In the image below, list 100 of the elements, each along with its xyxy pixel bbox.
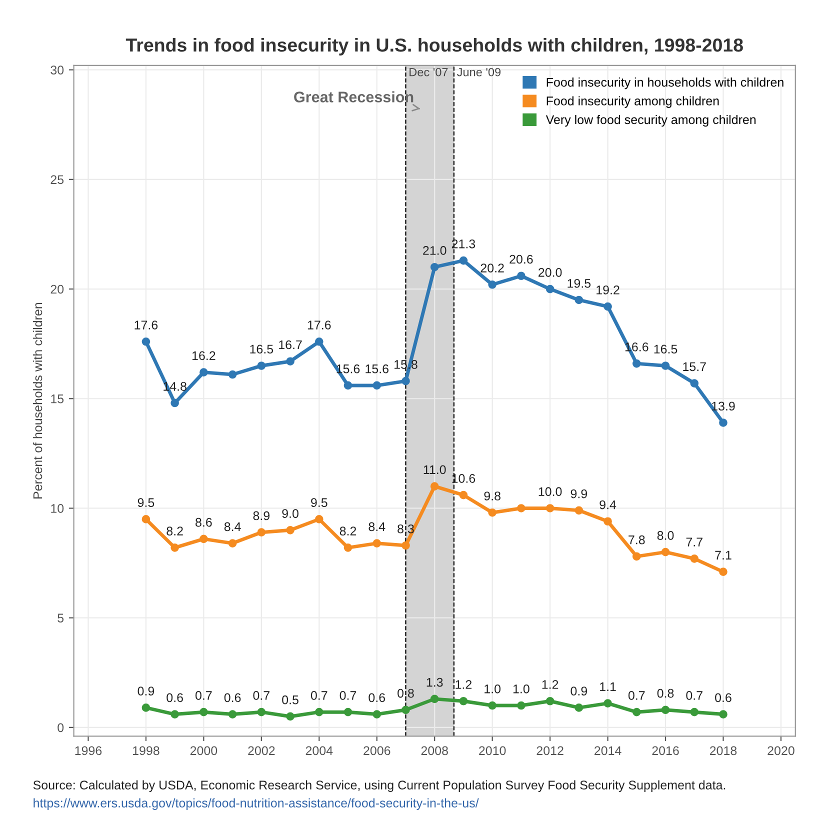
point (517, 272, 526, 280)
point (170, 398, 179, 408)
x-tick-label: 2012 (536, 746, 564, 756)
source-note: Source: Calculated by USDA, Economic Research Service, using Current Population Survey Food Security Supplement data. (33, 780, 726, 792)
x-tick-label: 1996 (75, 746, 102, 756)
x-tick-label: 2020 (768, 746, 794, 756)
point (142, 515, 150, 524)
data-label: 1.0 (484, 684, 501, 694)
point (574, 506, 584, 515)
data-label: 9.5 (138, 498, 154, 507)
point (488, 508, 496, 517)
y-tick-label: 15 (51, 394, 64, 404)
data-label: 17.6 (308, 320, 331, 330)
point (604, 302, 612, 311)
point (574, 704, 584, 712)
data-label: 16.2 (192, 351, 216, 360)
point (661, 706, 670, 714)
point (719, 418, 728, 427)
x-tick-label: 2008 (421, 746, 448, 756)
point (430, 482, 439, 490)
x-tick-label: 2010 (479, 746, 506, 756)
point (719, 568, 728, 576)
point (690, 708, 699, 716)
point (228, 539, 237, 548)
ref-line-label: Dec '07 (410, 68, 448, 76)
point (661, 362, 670, 370)
point (257, 362, 266, 370)
point (170, 544, 179, 552)
y-tick-label: 0 (58, 723, 64, 732)
data-label: 9.5 (311, 498, 328, 507)
data-label: 19.2 (596, 286, 620, 294)
data-label: 10.0 (538, 487, 562, 496)
y-axis-title: Percent of households with children (32, 302, 42, 498)
point (604, 517, 612, 526)
data-label: 0.8 (398, 688, 414, 698)
ref-line-label: June '09 (457, 68, 501, 76)
point (228, 710, 237, 718)
point (430, 262, 439, 272)
data-label: 1.1 (600, 682, 616, 692)
data-label: 0.7 (195, 691, 212, 700)
data-label: 20.2 (480, 264, 504, 272)
data-label: 11.0 (424, 465, 446, 474)
data-label: 15.7 (683, 362, 706, 372)
point (546, 696, 554, 706)
data-label: 7.7 (686, 538, 702, 546)
data-label: 0.8 (657, 688, 674, 698)
data-label: 19.5 (568, 278, 591, 288)
point (200, 534, 208, 544)
point (574, 296, 584, 304)
data-label: 0.7 (340, 691, 356, 700)
point (372, 710, 382, 718)
data-label: 0.9 (138, 686, 154, 696)
x-tick-label: 2000 (190, 746, 218, 756)
point (604, 699, 612, 708)
point (632, 708, 641, 716)
point (344, 381, 352, 390)
y-tick-label: 10 (51, 504, 64, 513)
x-tick-label: 2018 (710, 746, 737, 756)
data-label: 0.6 (715, 693, 732, 702)
data-label: 9.4 (600, 500, 616, 510)
data-label: 0.6 (368, 693, 386, 702)
point (142, 337, 150, 346)
data-label: 20.6 (510, 254, 533, 264)
data-label: 0.6 (224, 693, 241, 702)
data-label: 16.5 (250, 344, 274, 354)
legend-label: Food insecurity in households with children (546, 78, 784, 90)
data-label: 8.9 (253, 511, 270, 520)
point (430, 694, 439, 704)
data-label: 9.9 (570, 489, 588, 498)
data-label: 7.1 (715, 550, 732, 560)
point (372, 539, 382, 548)
data-label: 1.2 (542, 680, 558, 689)
data-label: 8.2 (340, 526, 356, 536)
point (286, 526, 294, 534)
x-tick-label: 2002 (248, 746, 275, 756)
point (200, 708, 208, 716)
point (690, 554, 699, 563)
data-label: 15.6 (366, 364, 388, 374)
point (517, 504, 526, 512)
point (257, 708, 266, 716)
point (719, 710, 728, 718)
data-label: 0.7 (253, 691, 270, 700)
data-label: 1.0 (513, 684, 530, 694)
data-label: 20.0 (538, 268, 562, 277)
y-tick-label: 20 (50, 284, 64, 294)
chart-title: Trends in food insecurity in U.S. households with children, 1998-2018 (126, 38, 743, 56)
point (459, 256, 468, 265)
x-tick-label: 2014 (594, 746, 622, 756)
data-label: 1.3 (426, 678, 443, 687)
point (286, 357, 294, 366)
point (632, 359, 641, 368)
data-label: 0.7 (628, 691, 645, 700)
point (170, 710, 179, 718)
y-tick-label: 30 (50, 66, 64, 74)
point (402, 541, 410, 550)
data-label: 8.6 (196, 518, 212, 527)
data-label: 8.2 (166, 526, 183, 536)
point (546, 504, 554, 512)
point (488, 280, 496, 289)
point (372, 381, 382, 390)
